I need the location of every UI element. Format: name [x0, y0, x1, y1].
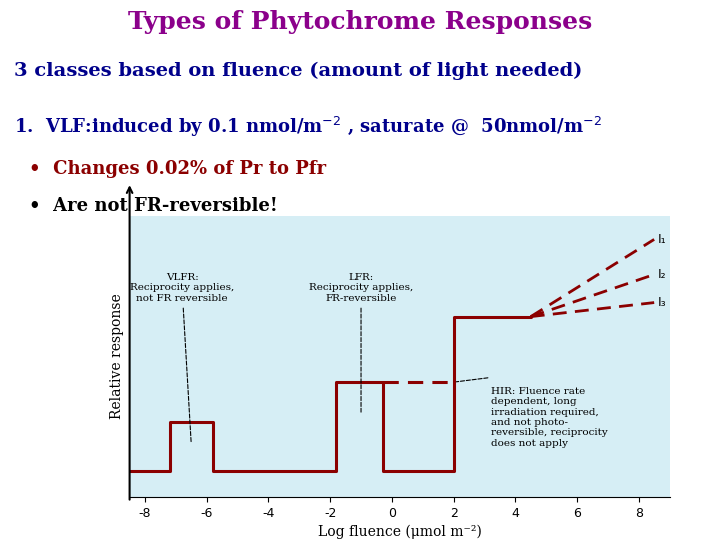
- Text: LFR:
Reciprocity applies,
FR-reversible: LFR: Reciprocity applies, FR-reversible: [309, 273, 413, 412]
- Text: Types of Phytochrome Responses: Types of Phytochrome Responses: [128, 10, 592, 34]
- Text: I₂: I₂: [657, 268, 666, 281]
- Text: I₃: I₃: [657, 296, 666, 309]
- Text: HIR: Fluence rate
dependent, long
irradiation required,
and not photo-
reversibl: HIR: Fluence rate dependent, long irradi…: [490, 387, 608, 448]
- X-axis label: Log fluence (μmol m⁻²): Log fluence (μmol m⁻²): [318, 525, 482, 539]
- Text: I₁: I₁: [657, 233, 666, 246]
- Text: 1.  VLF:induced by 0.1 nmol/m$^{-2}$ , saturate @  50nmol/m$^{-2}$: 1. VLF:induced by 0.1 nmol/m$^{-2}$ , sa…: [14, 115, 602, 139]
- Y-axis label: Relative response: Relative response: [110, 294, 124, 419]
- Text: 3 classes based on fluence (amount of light needed): 3 classes based on fluence (amount of li…: [14, 62, 582, 80]
- Text: VLFR:
Reciprocity applies,
not FR reversible: VLFR: Reciprocity applies, not FR revers…: [130, 273, 234, 443]
- Text: •  Changes 0.02% of Pr to Pfr: • Changes 0.02% of Pr to Pfr: [29, 160, 326, 178]
- Text: •  Are not FR-reversible!: • Are not FR-reversible!: [29, 197, 277, 215]
